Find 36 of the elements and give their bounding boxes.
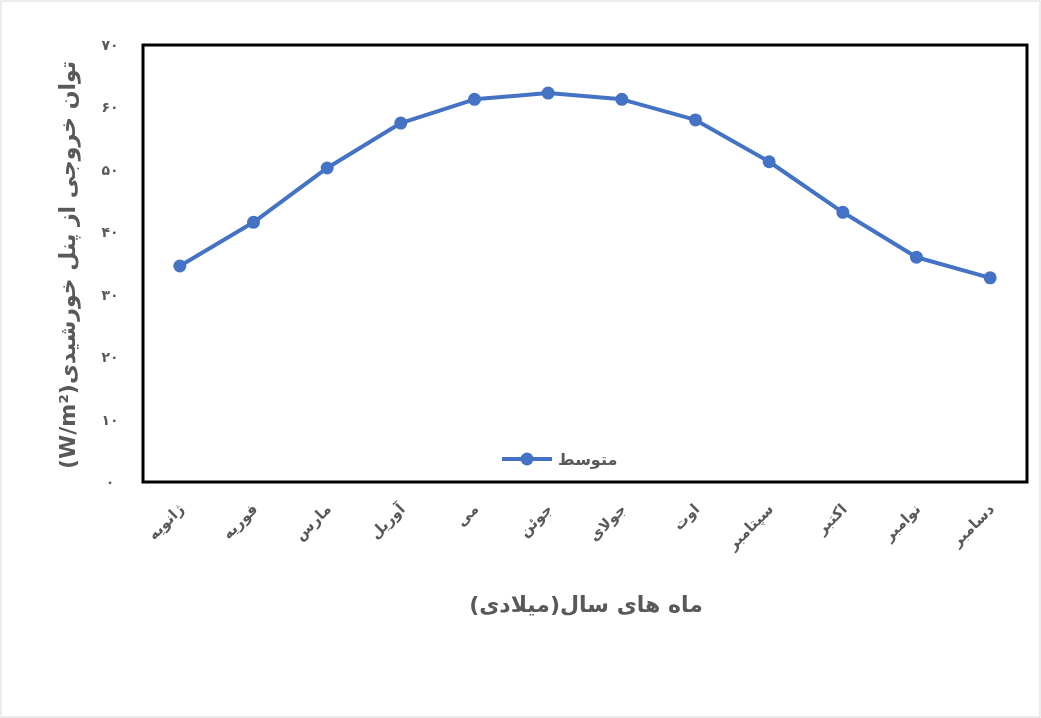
y-tick-label: ۲۰ — [101, 349, 119, 366]
point — [173, 259, 187, 273]
x-tick-label: سپتامبر — [722, 500, 778, 555]
x-axis-title: ماه های سال(میلادی) — [469, 592, 703, 617]
x-tick-label: می — [452, 500, 483, 531]
point — [762, 155, 776, 169]
x-tick-label: مارس — [290, 500, 335, 545]
y-tick-label: ۴۰ — [101, 224, 119, 241]
x-tick-label: آوریل — [366, 499, 410, 543]
x-tick-label: نوامبر — [879, 500, 925, 546]
y-tick-label: ۶۰ — [101, 99, 119, 116]
x-tick-label: اوت — [669, 500, 704, 534]
y-tick-label: ۱۰ — [101, 411, 119, 428]
point — [983, 271, 997, 285]
y-axis-title: توان خروجی از پنل خورشیدی(W/m²) — [55, 60, 81, 470]
point — [247, 215, 260, 229]
x-tick-label: دسامبر — [947, 499, 999, 551]
y-tick-label: ۵۰ — [101, 161, 119, 178]
point — [689, 113, 702, 127]
x-tick-label: ژانویه — [144, 500, 188, 544]
y-tick-label: ۷۰ — [101, 37, 119, 53]
point — [468, 92, 481, 106]
legend-label: متوسط — [558, 450, 618, 469]
point — [394, 116, 408, 130]
legend: متوسط — [502, 450, 618, 469]
x-tick-label: اکتبر — [812, 500, 851, 539]
x-tick-label: جوئن — [515, 500, 556, 541]
point — [615, 92, 629, 106]
point — [320, 161, 334, 175]
y-tick-label: ۰ — [105, 474, 115, 490]
point — [836, 205, 850, 219]
point — [910, 250, 923, 264]
point — [541, 86, 555, 100]
x-tick-label: جولای — [585, 500, 630, 545]
y-tick-label: ۳۰ — [101, 286, 119, 303]
x-tick-label: فوریه — [218, 500, 262, 543]
